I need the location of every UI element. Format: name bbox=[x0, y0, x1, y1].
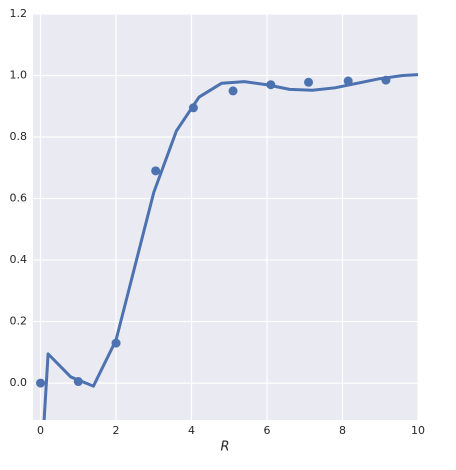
y-tick-label: 0.8 bbox=[10, 130, 28, 143]
x-tick-label: 2 bbox=[113, 424, 120, 437]
x-tick-label: 0 bbox=[37, 424, 44, 437]
point bbox=[228, 86, 238, 96]
x-tick-label: 6 bbox=[264, 424, 271, 437]
y-tick-label: 0.6 bbox=[10, 192, 28, 205]
x-tick-label: 10 bbox=[411, 424, 425, 437]
point bbox=[151, 166, 161, 176]
plot-background bbox=[33, 14, 418, 420]
plot-layer bbox=[36, 73, 418, 420]
y-tick-label: 0.2 bbox=[10, 315, 28, 328]
x-tick-label: 4 bbox=[188, 424, 195, 437]
line bbox=[42, 73, 418, 420]
y-tick-label: 0.4 bbox=[10, 253, 28, 266]
y-tick-label: 1.2 bbox=[10, 7, 28, 20]
x-axis-label: R bbox=[220, 440, 229, 455]
x-tick-label: 8 bbox=[339, 424, 346, 437]
y-tick-label: 1.0 bbox=[10, 69, 28, 82]
point bbox=[304, 77, 314, 87]
y-tick-label: 0.0 bbox=[10, 376, 28, 389]
point bbox=[36, 378, 46, 388]
